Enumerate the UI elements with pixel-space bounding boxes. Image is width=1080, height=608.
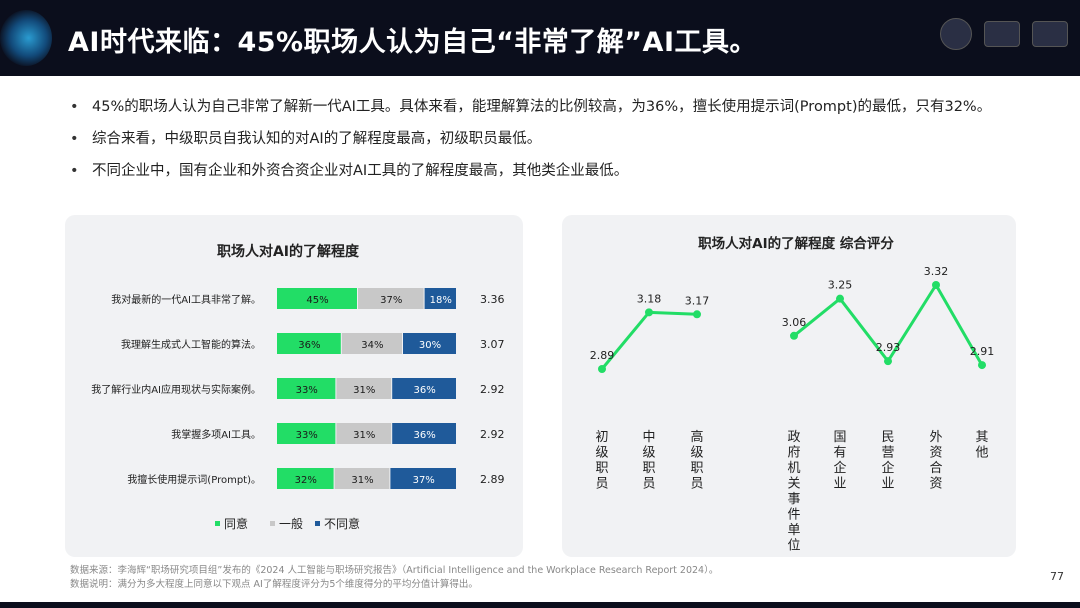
data-label: 3.17 <box>685 294 710 307</box>
data-label: 3.25 <box>828 279 853 292</box>
chart-title: 职场人对AI的了解程度 综合评分 <box>698 235 894 252</box>
bullet-item: 综合来看，中级职员自我认知的对AI的了解程度最高，初级职员最低。 <box>70 128 1030 150</box>
x-tick-label: 初级职员 <box>595 430 608 492</box>
score-label: 3.07 <box>480 338 505 351</box>
bottom-bar <box>0 602 1080 608</box>
bar-segment <box>277 378 336 399</box>
data-label: 2.93 <box>876 341 901 354</box>
x-tick-label: 中级职员 <box>642 430 655 492</box>
bar-value-label: 31% <box>351 475 373 486</box>
bullet-item: 45%的职场人认为自己非常了解新一代AI工具。具体来看，能理解算法的比例较高，为… <box>70 96 1030 118</box>
bar-segment <box>336 378 392 399</box>
line-chart-panel: 职场人对AI的了解程度 综合评分 2.89 3.18 3.17 初级职员 中级职员 高级职员… <box>562 215 1016 557</box>
data-point <box>598 365 606 373</box>
line-chart: 职场人对AI的了解程度 综合评分 2.89 3.18 3.17 初级职员 中级职员 高级职员… <box>590 235 995 554</box>
legend-label: 同意 <box>224 516 248 531</box>
x-tick-label: 国有企业 <box>833 430 846 492</box>
bar-value-label: 33% <box>296 385 318 396</box>
bullet-item: 不同企业中，国有企业和外资合资企业对AI工具的了解程度最高，其他类企业最低。 <box>70 160 1030 182</box>
bar-value-label: 33% <box>296 430 318 441</box>
bar-value-label: 18% <box>430 295 452 306</box>
x-tick-label: 其他 <box>975 430 988 461</box>
category-label: 我擅长使用提示词(Prompt)。 <box>127 473 261 486</box>
bar-value-label: 45% <box>306 295 328 306</box>
data-label: 2.89 <box>590 349 615 362</box>
bar-segment <box>277 333 341 354</box>
data-point <box>932 281 940 289</box>
bar-segment <box>277 288 357 309</box>
stacked-bar-panel: 职场人对AI的了解程度我对最新的一代AI工具非常了解。 45% 37% 18% 3.36… <box>65 215 523 557</box>
chart-title: 职场人对AI的了解程度 <box>217 243 360 260</box>
x-tick-label: 政府机关事件单位 <box>787 430 800 554</box>
data-point <box>836 294 844 303</box>
legend-swatch <box>270 521 275 526</box>
company-logo <box>984 21 1020 47</box>
bar-value-label: 36% <box>413 385 435 396</box>
x-tick-label: 外资合资 <box>929 430 942 492</box>
brand-logo <box>1032 21 1068 47</box>
bullet-list: 45%的职场人认为自己非常了解新一代AI工具。具体来看，能理解算法的比例较高，为… <box>70 96 1030 192</box>
category-label: 我掌握多项AI工具。 <box>171 428 261 441</box>
score-label: 3.36 <box>480 293 505 306</box>
category-label: 我对最新的一代AI工具非常了解。 <box>111 293 261 306</box>
data-point <box>693 310 701 319</box>
source-note: 数据来源：李海辉“职场研究项目组”发布的《2024 人工智能与职场研究报告》（A… <box>70 565 719 576</box>
score-label: 2.92 <box>480 383 505 396</box>
bar-segment <box>392 378 456 399</box>
data-point <box>978 361 986 370</box>
university-logo <box>940 18 972 50</box>
bar-segment <box>336 423 392 444</box>
category-label: 我理解生成式人工智能的算法。 <box>121 338 261 351</box>
data-label: 3.06 <box>782 316 807 329</box>
bar-value-label: 37% <box>380 295 402 306</box>
x-tick-label: 民营企业 <box>881 430 894 492</box>
bar-value-label: 34% <box>361 340 383 351</box>
header-bar: AI时代来临：45%职场人认为自己“非常了解”AI工具。 <box>0 0 1080 76</box>
bar-segment <box>390 468 456 489</box>
page-title: AI时代来临：45%职场人认为自己“非常了解”AI工具。 <box>68 27 757 58</box>
data-label: 3.18 <box>637 292 662 305</box>
bar-segment <box>424 288 456 309</box>
bar-value-label: 30% <box>419 340 441 351</box>
data-point <box>884 357 892 366</box>
bar-value-label: 31% <box>353 430 375 441</box>
footnote: 数据来源：李海辉“职场研究项目组”发布的《2024 人工智能与职场研究报告》（A… <box>70 564 718 592</box>
page-number: 77 <box>1050 570 1064 583</box>
method-note: 数据说明：满分为多大程度上同意以下观点 AI了解程度评分为5个维度得分的平均分值… <box>70 579 478 590</box>
series-line <box>600 310 698 370</box>
data-point <box>645 308 653 317</box>
bar-segment <box>403 333 456 354</box>
ai-robot-icon <box>0 10 52 66</box>
bar-value-label: 37% <box>413 475 435 486</box>
data-label: 3.32 <box>924 265 949 278</box>
legend-swatch <box>315 521 320 526</box>
score-label: 2.89 <box>480 473 505 486</box>
bar-segment <box>358 288 424 309</box>
category-label: 我了解行业内AI应用现状与实际案例。 <box>91 383 261 396</box>
bar-value-label: 36% <box>413 430 435 441</box>
bar-value-label: 31% <box>353 385 375 396</box>
bar-segment <box>341 333 402 354</box>
data-label: 2.91 <box>970 345 995 358</box>
partner-logos <box>940 18 1068 50</box>
bar-segment <box>392 423 456 444</box>
data-point <box>790 331 798 340</box>
score-label: 2.92 <box>480 428 505 441</box>
x-tick-label: 高级职员 <box>690 429 703 492</box>
bar-value-label: 32% <box>295 475 317 486</box>
bar-segment <box>277 423 336 444</box>
legend-label: 一般 <box>279 516 303 531</box>
bar-value-label: 36% <box>298 340 320 351</box>
bar-segment <box>334 468 390 489</box>
legend-label: 不同意 <box>324 516 360 531</box>
bar-segment <box>277 468 334 489</box>
legend-swatch <box>215 521 220 526</box>
